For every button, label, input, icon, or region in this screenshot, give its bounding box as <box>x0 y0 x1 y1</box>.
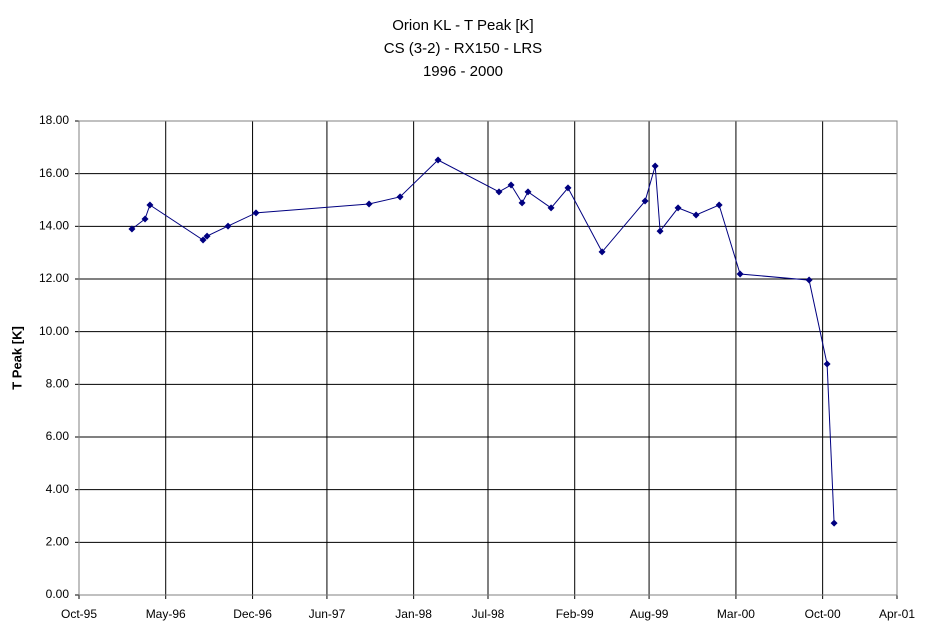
y-tick-label: 2.00 <box>46 535 70 549</box>
data-point <box>396 193 404 201</box>
x-tick-label: Jun-97 <box>309 607 346 621</box>
data-point <box>805 276 813 284</box>
data-point <box>547 204 555 212</box>
y-tick-label: 8.00 <box>46 377 70 391</box>
y-tick-label: 4.00 <box>46 482 70 496</box>
data-point <box>598 248 606 256</box>
data-point <box>651 162 659 170</box>
data-point <box>507 181 515 189</box>
data-point <box>199 236 207 244</box>
data-point <box>203 232 211 240</box>
x-tick-label: Mar-00 <box>717 607 755 621</box>
data-point <box>692 211 700 219</box>
y-tick-label: 12.00 <box>39 271 69 285</box>
data-point <box>434 156 442 164</box>
y-tick-label: 6.00 <box>46 429 70 443</box>
data-point <box>518 199 526 207</box>
data-point <box>141 215 149 223</box>
chart-subtitle: 1996 - 2000 <box>423 63 503 80</box>
x-tick-label: Feb-99 <box>556 607 594 621</box>
x-tick-label: Apr-01 <box>879 607 915 621</box>
data-point <box>365 200 373 208</box>
y-tick-label: 18.00 <box>39 113 69 127</box>
x-tick-label: Jan-98 <box>395 607 432 621</box>
data-point <box>641 197 649 205</box>
data-point <box>830 519 838 527</box>
chart-title: Orion KL - T Peak [K] <box>392 17 533 34</box>
chart-subtitle: CS (3-2) - RX150 - LRS <box>384 40 542 57</box>
x-tick-label: Dec-96 <box>233 607 272 621</box>
data-point <box>674 204 682 212</box>
y-axis-label: T Peak [K] <box>9 326 24 390</box>
data-point <box>564 184 572 192</box>
data-point <box>656 227 664 235</box>
x-tick-label: Oct-95 <box>61 607 97 621</box>
data-point <box>736 270 744 278</box>
data-point <box>524 188 532 196</box>
x-tick-label: Aug-99 <box>630 607 669 621</box>
data-point <box>495 188 503 196</box>
data-point <box>252 209 260 217</box>
y-tick-label: 14.00 <box>39 219 69 233</box>
x-tick-label: Oct-00 <box>805 607 841 621</box>
x-tick-label: May-96 <box>146 607 186 621</box>
data-point <box>224 222 232 230</box>
y-tick-label: 10.00 <box>39 324 69 338</box>
y-tick-label: 0.00 <box>46 587 70 601</box>
x-tick-label: Jul-98 <box>472 607 505 621</box>
plot-frame <box>78 120 898 596</box>
data-point <box>146 201 154 209</box>
data-point <box>128 225 136 233</box>
data-point <box>823 360 831 368</box>
data-point <box>715 201 723 209</box>
y-tick-label: 16.00 <box>39 166 69 180</box>
